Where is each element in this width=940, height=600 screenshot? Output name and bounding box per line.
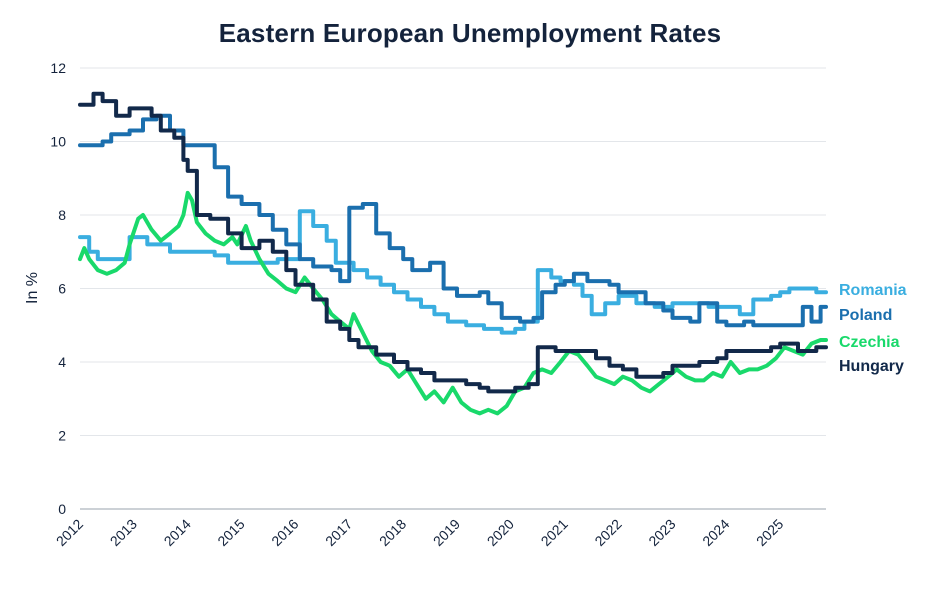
series-lines	[78, 91, 828, 416]
legend-label-poland: Poland	[839, 307, 892, 324]
y-tick-label: 6	[58, 281, 66, 297]
x-tick-label: 2019	[430, 516, 463, 549]
series-line-hungary	[78, 91, 828, 394]
series-line-czechia	[78, 190, 828, 416]
y-axis-label: In %	[24, 272, 41, 304]
x-tick-label: 2024	[699, 516, 732, 549]
y-axis-ticks: 0 2 4 6 8 10 12	[50, 60, 66, 517]
y-tick-label: 12	[50, 60, 66, 76]
x-tick-label: 2015	[214, 516, 247, 549]
y-tick-label: 4	[58, 354, 66, 370]
y-tick-label: 8	[58, 207, 66, 223]
x-tick-label: 2018	[376, 516, 409, 549]
x-tick-label: 2014	[161, 516, 194, 549]
x-tick-label: 2023	[645, 516, 678, 549]
y-tick-label: 0	[58, 501, 66, 517]
x-tick-label: 2022	[591, 516, 624, 549]
legend-label-romania: Romania	[839, 282, 907, 299]
x-tick-label: 2021	[538, 516, 571, 549]
y-tick-label: 10	[50, 134, 66, 150]
x-tick-label: 2025	[753, 516, 786, 549]
x-tick-label: 2020	[484, 516, 517, 549]
x-tick-label: 2013	[107, 516, 140, 549]
gridlines	[80, 67, 826, 510]
x-axis-ticks: 2012 2013 2014 2015 2016 2017 2018 2019 2020 2021…	[53, 516, 787, 549]
series-line-poland	[78, 113, 828, 328]
legend: Romania Poland Czechia Hungary	[839, 282, 907, 375]
series-line-romania	[78, 209, 828, 335]
y-tick-label: 2	[58, 428, 66, 444]
x-tick-label: 2017	[322, 516, 355, 549]
x-tick-label: 2016	[268, 516, 301, 549]
x-tick-label: 2012	[53, 516, 86, 549]
chart-title: Eastern European Unemployment Rates	[218, 18, 722, 48]
legend-label-czechia: Czechia	[839, 334, 900, 351]
legend-label-hungary: Hungary	[839, 358, 904, 375]
